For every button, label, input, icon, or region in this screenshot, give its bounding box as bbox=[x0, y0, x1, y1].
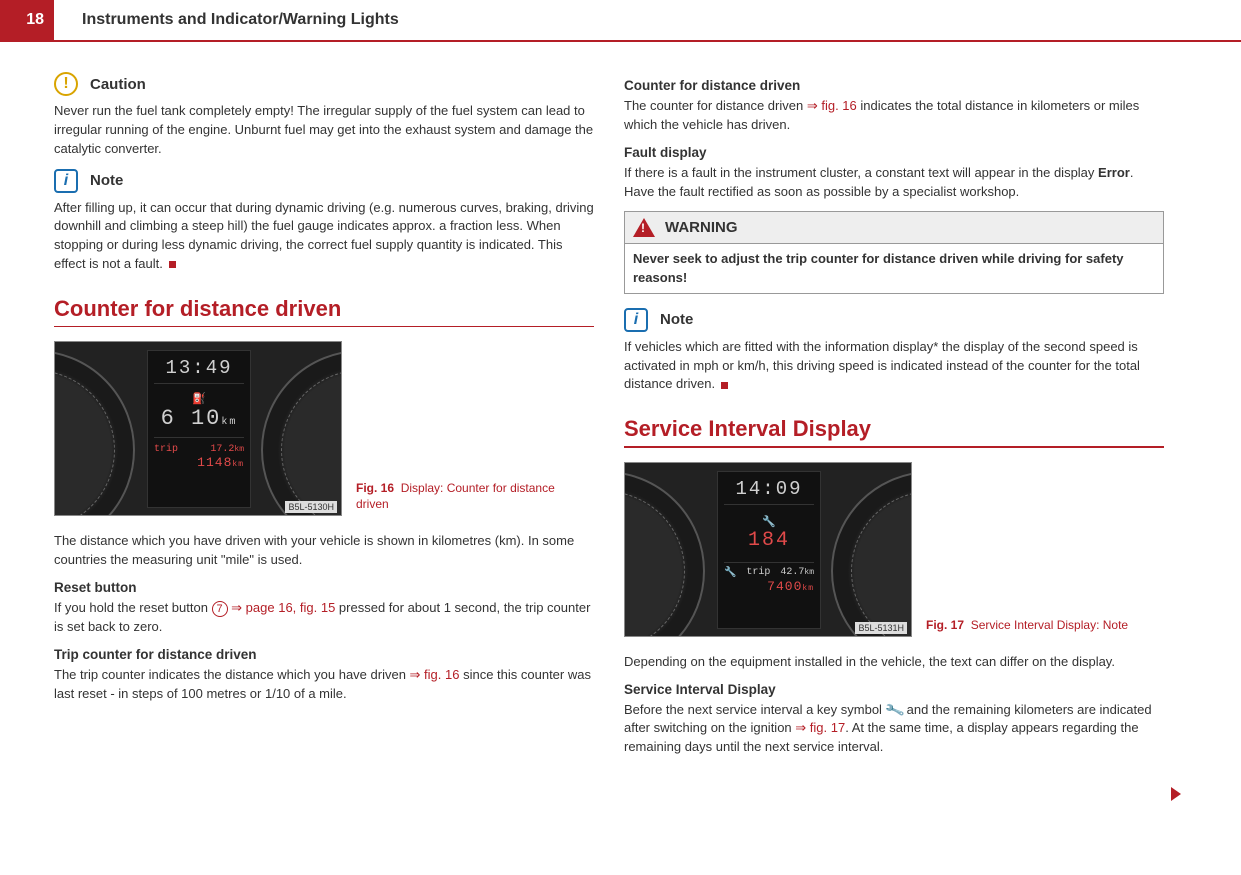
figure-16-caption: Fig. 16 Display: Counter for distance dr… bbox=[356, 480, 566, 516]
warning-triangle-icon bbox=[633, 218, 655, 237]
warning-title: WARNING bbox=[665, 219, 738, 236]
end-marker bbox=[721, 382, 728, 389]
reset-button-text: If you hold the reset button 7 ⇒ page 16… bbox=[54, 599, 594, 637]
note-text: After filling up, it can occur that duri… bbox=[54, 199, 594, 274]
section-rule bbox=[54, 326, 594, 328]
warning-heading: WARNING bbox=[625, 212, 1163, 244]
fault-display-text: If there is a fault in the instrument cl… bbox=[624, 164, 1164, 202]
equip-text: Depending on the equipment installed in … bbox=[624, 653, 1164, 672]
figure-17-row: 14:09 🔧 184 🔧 trip 42.7km 7400km B5L-513… bbox=[624, 462, 1164, 637]
caution-text: Never run the fuel tank completely empty… bbox=[54, 102, 594, 159]
info-icon: i bbox=[624, 308, 648, 332]
fig16-trip-label: trip bbox=[154, 444, 178, 455]
page-header: 18 Instruments and Indicator/Warning Lig… bbox=[0, 0, 1241, 40]
ref-fig16-a[interactable]: ⇒ fig. 16 bbox=[410, 667, 460, 682]
caution-icon: ! bbox=[54, 72, 78, 96]
ref-fig16-b[interactable]: ⇒ fig. 16 bbox=[807, 98, 857, 113]
reset-button-title: Reset button bbox=[54, 580, 594, 595]
fig17-total: 7400 bbox=[767, 579, 802, 594]
fig16-total: 1148 bbox=[197, 455, 232, 470]
ref-page16[interactable]: ⇒ page 16, fig. 15 bbox=[228, 600, 336, 615]
note-heading: i Note bbox=[54, 169, 594, 193]
section-title-service: Service Interval Display bbox=[624, 416, 1164, 442]
fig17-service: 184 bbox=[718, 529, 820, 552]
fig17-time: 14:09 bbox=[718, 472, 820, 500]
caution-heading: ! Caution bbox=[54, 72, 594, 96]
ref-fig17[interactable]: ⇒ fig. 17 bbox=[795, 720, 845, 735]
wrench-icon: 🔧 bbox=[884, 701, 905, 720]
section-rule bbox=[624, 446, 1164, 448]
fig16-odo: 6 10 bbox=[161, 406, 222, 431]
counter-intro-text: The distance which you have driven with … bbox=[54, 532, 594, 570]
header-title: Instruments and Indicator/Warning Lights bbox=[54, 11, 399, 29]
continue-arrow-icon bbox=[1171, 787, 1181, 801]
fig17-tag: B5L-5131H bbox=[855, 622, 907, 634]
right-column: Counter for distance driven The counter … bbox=[624, 72, 1164, 767]
fig17-trip-label: trip bbox=[746, 567, 770, 578]
figure-17-caption: Fig. 17 Service Interval Display: Note bbox=[926, 617, 1128, 637]
caution-title: Caution bbox=[90, 76, 146, 93]
fig16-trip: 17.2 bbox=[210, 444, 234, 455]
figure-16-image: 13:49 ⛽ 6 10km trip 17.2km 1148km B5L bbox=[54, 341, 342, 516]
section-title-counter: Counter for distance driven bbox=[54, 296, 594, 322]
figure-17-image: 14:09 🔧 184 🔧 trip 42.7km 7400km B5L-513… bbox=[624, 462, 912, 637]
sid-title: Service Interval Display bbox=[624, 682, 1164, 697]
trip-counter-text: The trip counter indicates the distance … bbox=[54, 666, 594, 704]
counter-distance-title: Counter for distance driven bbox=[624, 78, 1164, 93]
note-heading-r: i Note bbox=[624, 308, 1164, 332]
note-title: Note bbox=[90, 172, 123, 189]
page-number: 18 bbox=[0, 0, 54, 40]
left-column: ! Caution Never run the fuel tank comple… bbox=[54, 72, 594, 767]
circled-7: 7 bbox=[212, 601, 228, 617]
fig17-trip: 42.7 bbox=[780, 567, 804, 578]
info-icon: i bbox=[54, 169, 78, 193]
trip-counter-title: Trip counter for distance driven bbox=[54, 647, 594, 662]
fig16-time: 13:49 bbox=[148, 351, 250, 379]
end-marker bbox=[169, 261, 176, 268]
note-title-r: Note bbox=[660, 311, 693, 328]
warning-box: WARNING Never seek to adjust the trip co… bbox=[624, 211, 1164, 293]
fig16-tag: B5L-5130H bbox=[285, 501, 337, 513]
sid-text: Before the next service interval a key s… bbox=[624, 701, 1164, 758]
note-text-r: If vehicles which are fitted with the in… bbox=[624, 338, 1164, 395]
counter-distance-text: The counter for distance driven ⇒ fig. 1… bbox=[624, 97, 1164, 135]
fault-display-title: Fault display bbox=[624, 145, 1164, 160]
warning-text: Never seek to adjust the trip counter fo… bbox=[625, 244, 1163, 292]
figure-16-row: 13:49 ⛽ 6 10km trip 17.2km 1148km B5L bbox=[54, 341, 594, 516]
